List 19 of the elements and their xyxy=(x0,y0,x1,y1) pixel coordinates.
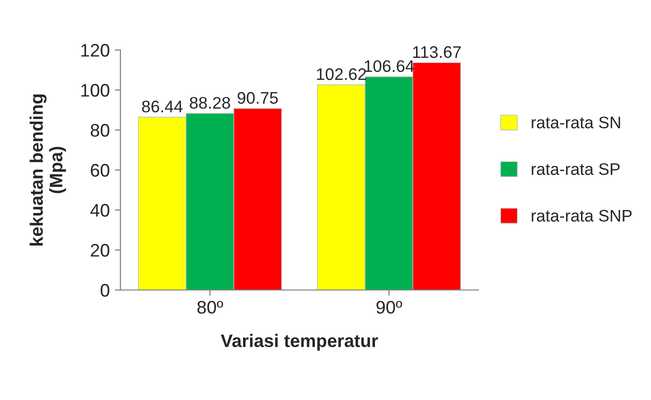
legend-label: rata-rata SP xyxy=(532,163,620,176)
data-label: 90.75 xyxy=(238,92,278,104)
y-axis-title: kekuatan bending (Mpa) xyxy=(30,94,66,246)
data-label: 86.44 xyxy=(142,100,183,112)
data-label: 102.62 xyxy=(317,68,366,80)
legend-label: rata-rata SN xyxy=(532,116,620,128)
data-label: 88.28 xyxy=(190,96,230,109)
x-tick-label: 90º xyxy=(376,300,402,314)
y-tick-label: 120 xyxy=(81,44,110,57)
legend-label: rata-rata SNP xyxy=(532,210,632,222)
y-tick-label: 20 xyxy=(90,244,110,257)
y-tick-label: 80 xyxy=(90,124,110,137)
data-label: 113.67 xyxy=(413,46,461,58)
y-tick-label: 60 xyxy=(90,164,110,177)
y-tick-label: 0 xyxy=(100,284,110,297)
y-tick-label: 100 xyxy=(81,84,110,97)
y-tick-label: 40 xyxy=(90,204,110,217)
x-axis-title: Variasi temperatur xyxy=(220,334,378,351)
x-tick-label: 80º xyxy=(197,300,224,314)
